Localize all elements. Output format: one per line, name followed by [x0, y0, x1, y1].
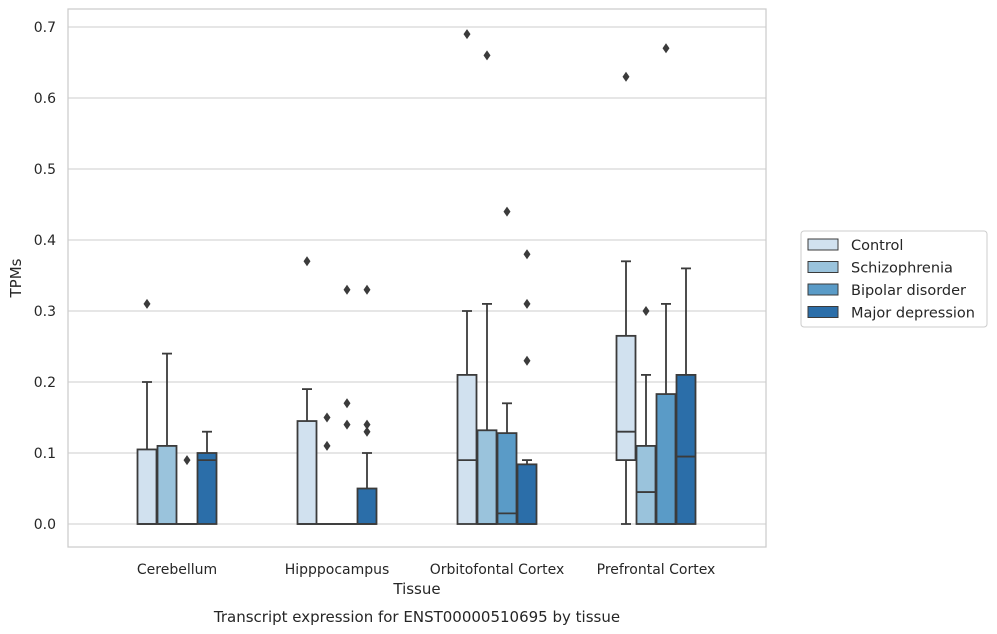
- y-tick-label: 0.0: [34, 517, 56, 533]
- legend: Control Schizophrenia Bipolar disorder Majo…: [800, 230, 988, 328]
- y-tick-label: 0.2: [34, 375, 56, 391]
- outlier-point: [343, 284, 351, 295]
- box-group: [655, 43, 677, 525]
- box: [496, 432, 518, 525]
- box: [615, 334, 637, 462]
- box-group: [456, 29, 478, 525]
- box: [675, 373, 697, 525]
- legend-frame: [800, 230, 988, 328]
- x-tick-label: Cerebellum: [137, 562, 217, 578]
- box: [356, 487, 378, 525]
- legend-swatch: [807, 283, 839, 296]
- legend-swatch: [807, 306, 839, 318]
- box: [476, 429, 498, 525]
- outlier-point: [363, 426, 371, 437]
- box: [196, 452, 218, 525]
- y-tick-label: 0.5: [34, 162, 56, 178]
- legend-label: Schizophrenia: [851, 261, 953, 277]
- y-tick-label: 0.3: [34, 304, 56, 320]
- legend-swatch: [807, 261, 839, 273]
- box-group: [316, 412, 338, 525]
- outlier-point: [483, 50, 491, 61]
- outlier-point: [523, 298, 531, 309]
- box-group: [675, 267, 697, 525]
- outlier-point: [662, 43, 670, 54]
- box-group: [356, 284, 378, 525]
- box-group: [176, 455, 198, 525]
- y-tick-labels: 0.0 0.1 0.2 0.3 0.4 0.5 0.6 0.7: [34, 20, 56, 533]
- y-tick-label: 0.7: [34, 20, 56, 36]
- y-tick-label: 0.4: [34, 233, 56, 249]
- outlier-point: [323, 412, 331, 423]
- outlier-point: [523, 249, 531, 260]
- x-tick-labels: Cerebellum Hipppocampus Orbitofontal Corte…: [137, 562, 715, 578]
- box-group: [136, 298, 158, 525]
- legend-label: Bipolar disorder: [851, 283, 966, 299]
- outlier-point: [463, 29, 471, 40]
- plot-area-frame: [67, 8, 767, 548]
- legend-swatch: [807, 238, 839, 251]
- box: [156, 444, 178, 525]
- box-group: [615, 71, 637, 525]
- y-tick-label: 0.6: [34, 91, 56, 107]
- y-axis-label: TPMs: [7, 258, 25, 298]
- boxes: [136, 29, 697, 525]
- outlier-point: [363, 419, 371, 430]
- outlier-point: [323, 440, 331, 451]
- chart-caption: Transcript expression for ENST0000051069…: [213, 608, 620, 626]
- outlier-point: [343, 398, 351, 409]
- box: [655, 393, 677, 525]
- outlier-point: [303, 256, 311, 267]
- box: [635, 444, 657, 525]
- y-tick-label: 0.1: [34, 446, 56, 462]
- outlier-point: [622, 71, 630, 82]
- box-group: [635, 306, 657, 525]
- outlier-point: [343, 419, 351, 430]
- legend-label: Control: [851, 238, 903, 254]
- box-group: [156, 352, 178, 525]
- x-axis-label: Tissue: [392, 580, 440, 598]
- box: [516, 463, 538, 525]
- box-group: [516, 249, 538, 525]
- outlier-point: [363, 284, 371, 295]
- box-group: [336, 284, 358, 525]
- outlier-point: [523, 355, 531, 366]
- outlier-point: [183, 455, 191, 466]
- x-tick-label: Orbitofontal Cortex: [430, 562, 565, 578]
- outlier-point: [642, 306, 650, 316]
- box: [136, 448, 158, 525]
- outlier-point: [143, 298, 151, 309]
- box-group: [296, 256, 318, 525]
- box: [296, 420, 318, 525]
- gridlines: [68, 26, 766, 525]
- box-group: [496, 206, 518, 525]
- box-group: [476, 50, 498, 525]
- box: [456, 373, 478, 525]
- outlier-point: [503, 206, 511, 217]
- legend-label: Major depression: [851, 306, 975, 322]
- x-tick-label: Hipppocampus: [285, 562, 390, 578]
- box-group: [196, 430, 218, 525]
- x-tick-label: Prefrontal Cortex: [597, 562, 716, 578]
